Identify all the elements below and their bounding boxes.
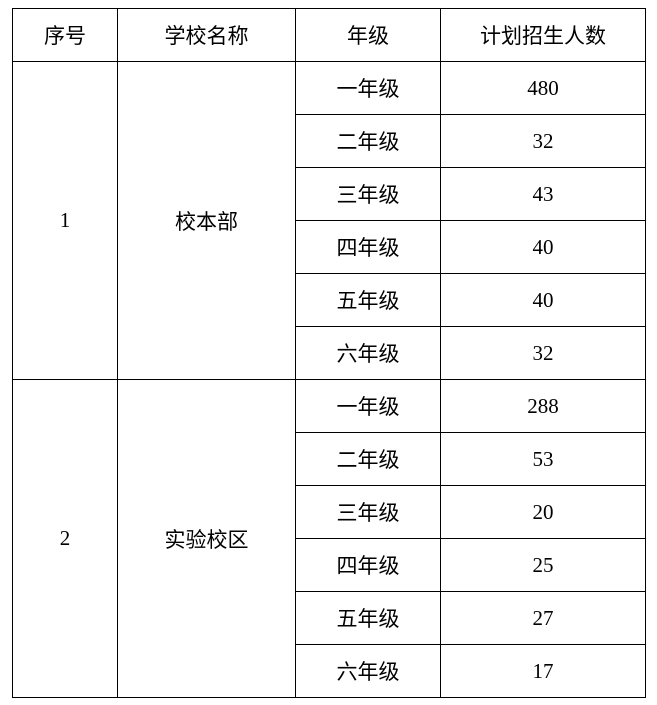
grade-cell: 六年级 (295, 326, 441, 380)
enrollment-count-cell: 32 (440, 114, 646, 168)
table-row: 四年级 40 (13, 220, 646, 274)
grade-cell: 二年级 (295, 432, 441, 486)
table-row: 六年级 17 (13, 644, 646, 698)
enrollment-count-cell: 40 (440, 273, 646, 327)
enrollment-count-cell: 27 (440, 591, 646, 645)
table-row: 1 校本部 一年级 480 (12, 61, 646, 380)
grade-cell: 五年级 (295, 273, 441, 327)
table-row: 三年级 20 (13, 485, 646, 539)
grade-cell: 一年级 (295, 61, 441, 115)
grade-cell: 四年级 (295, 538, 441, 592)
grade-cell: 六年级 (295, 644, 441, 698)
grade-cell: 一年级 (295, 379, 441, 433)
table-row: 三年级 43 (13, 167, 646, 221)
grade-cell: 二年级 (295, 114, 441, 168)
table-row: 六年级 32 (13, 326, 646, 380)
enrollment-count-cell: 25 (440, 538, 646, 592)
enrollment-count-cell: 43 (440, 167, 646, 221)
enrollment-count-cell: 40 (440, 220, 646, 274)
school-index: 2 (12, 379, 118, 698)
grade-cell: 四年级 (295, 220, 441, 274)
header-index: 序号 (12, 8, 118, 62)
enrollment-count-cell: 53 (440, 432, 646, 486)
header-row: 序号 学校名称 年级 计划招生人数 (12, 8, 646, 62)
table-row: 五年级 27 (13, 591, 646, 645)
header-school-name: 学校名称 (117, 8, 296, 62)
table-row: 二年级 53 (13, 432, 646, 486)
school-name: 实验校区 (117, 379, 296, 698)
table-row: 四年级 25 (13, 538, 646, 592)
grade-cell: 三年级 (295, 167, 441, 221)
school-index: 1 (12, 61, 118, 380)
table-row: 二年级 32 (13, 114, 646, 168)
enrollment-count-cell: 20 (440, 485, 646, 539)
table-row: 2 实验校区 一年级 288 (12, 379, 646, 698)
school-name: 校本部 (117, 61, 296, 380)
enrollment-table: 序号 学校名称 年级 计划招生人数 1 校本部 一年级 480 二年级 32 三年级 43 四年… (12, 8, 646, 698)
header-planned-enrollment: 计划招生人数 (440, 8, 646, 62)
enrollment-count-cell: 32 (440, 326, 646, 380)
grade-cell: 三年级 (295, 485, 441, 539)
enrollment-count-cell: 288 (440, 379, 646, 433)
header-grade: 年级 (295, 8, 441, 62)
grade-cell: 五年级 (295, 591, 441, 645)
enrollment-count-cell: 17 (440, 644, 646, 698)
enrollment-count-cell: 480 (440, 61, 646, 115)
